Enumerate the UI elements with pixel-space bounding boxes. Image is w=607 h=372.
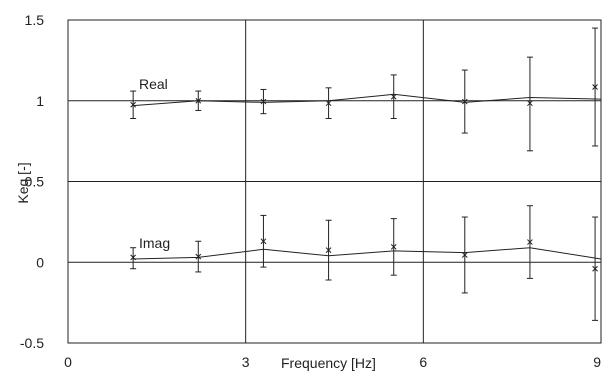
data-point-real: [592, 84, 598, 90]
tick-labels: -0.5 0 0.5 1 1.5 0 3 6 9: [20, 12, 601, 370]
series-line-real: [133, 93, 602, 107]
y-tick-label: 0: [36, 254, 44, 270]
data-point-real: [461, 98, 468, 105]
y-axis-label: Keq [-]: [15, 162, 31, 203]
annotation-real: Real: [139, 76, 168, 92]
series-layer: [130, 27, 602, 321]
data-point-imag: [527, 239, 533, 245]
series-real: [130, 27, 602, 152]
data-point-imag: [592, 265, 598, 272]
x-axis-label: Frequency [Hz]: [281, 355, 376, 371]
y-tick-label: -0.5: [20, 335, 44, 351]
data-point-real: [130, 101, 136, 108]
data-point-imag: [390, 244, 397, 250]
data-point-real: [325, 100, 332, 107]
x-tick-label: 0: [64, 354, 72, 370]
series-imag: [130, 205, 602, 321]
annotation-imag: Imag: [139, 235, 170, 251]
y-tick-label: 0.5: [25, 174, 45, 190]
data-point-real: [260, 98, 267, 105]
data-point-real: [390, 93, 397, 100]
y-tick-label: 1: [36, 93, 44, 109]
annotations: Real Imag: [139, 76, 170, 251]
y-tick-label: 1.5: [25, 12, 45, 28]
x-tick-label: 6: [419, 354, 427, 370]
grid-lines: [67, 19, 602, 344]
data-point-real: [527, 100, 533, 107]
x-tick-label: 3: [242, 354, 250, 370]
error-bar-real: [526, 56, 533, 152]
data-point-real: [195, 97, 202, 104]
data-point-imag: [195, 253, 202, 260]
series-line-imag: [133, 247, 602, 260]
error-bar-imag: [130, 247, 137, 270]
data-point-imag: [461, 252, 468, 258]
data-point-imag: [325, 247, 332, 253]
data-point-imag: [260, 238, 267, 245]
x-tick-label: 9: [593, 354, 601, 370]
data-point-imag: [130, 254, 136, 261]
